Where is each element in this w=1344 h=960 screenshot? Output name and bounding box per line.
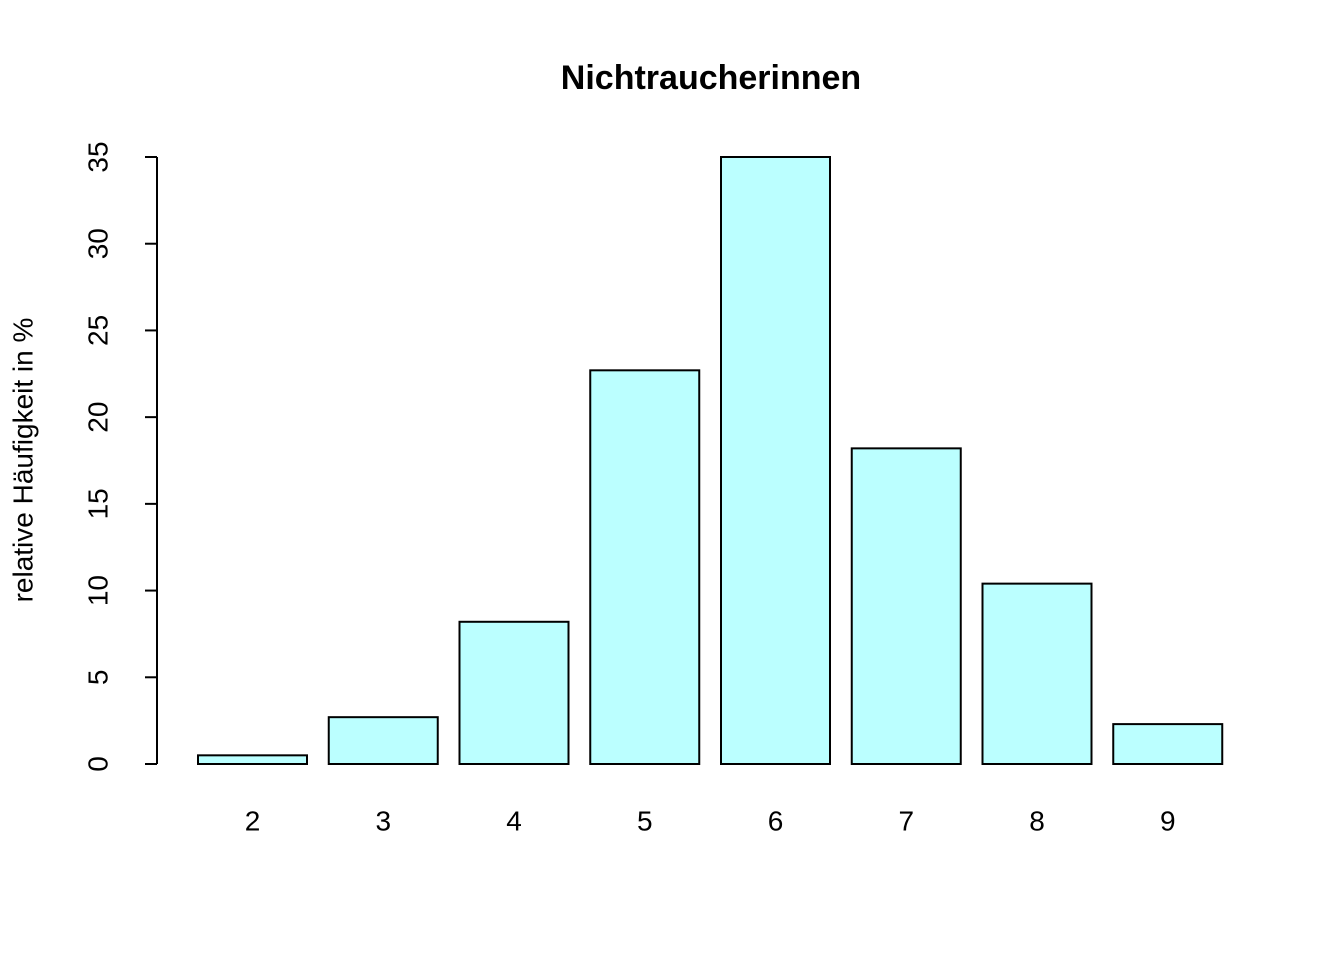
x-tick-label: 5: [637, 805, 653, 836]
bar: [981, 582, 1093, 765]
y-tick-label: 20: [82, 402, 113, 433]
bar: [458, 620, 570, 765]
y-tick-label: 10: [82, 575, 113, 606]
y-tick-label: 35: [82, 141, 113, 172]
bar: [197, 754, 308, 765]
bar: [327, 716, 439, 765]
y-tick-label: 5: [82, 669, 113, 685]
bar: [1112, 723, 1224, 766]
bar: [720, 156, 831, 765]
x-tick-label: 4: [506, 805, 522, 836]
y-axis-label: relative Häufigkeit in %: [7, 318, 38, 603]
bar: [850, 447, 962, 765]
y-tick-label: 30: [82, 228, 113, 259]
x-tick-label: 2: [245, 805, 261, 836]
y-tick-label: 25: [82, 315, 113, 346]
x-tick-label: 7: [898, 805, 914, 836]
x-tick-label: 6: [768, 805, 784, 836]
x-tick-label: 9: [1160, 805, 1176, 836]
x-tick-label: 3: [375, 805, 391, 836]
y-tick-label: 15: [82, 488, 113, 519]
x-tick-label: 8: [1029, 805, 1045, 836]
y-tick-label: 0: [82, 756, 113, 772]
chart-title: Nichtraucherinnen: [561, 59, 861, 97]
bar: [589, 369, 701, 765]
